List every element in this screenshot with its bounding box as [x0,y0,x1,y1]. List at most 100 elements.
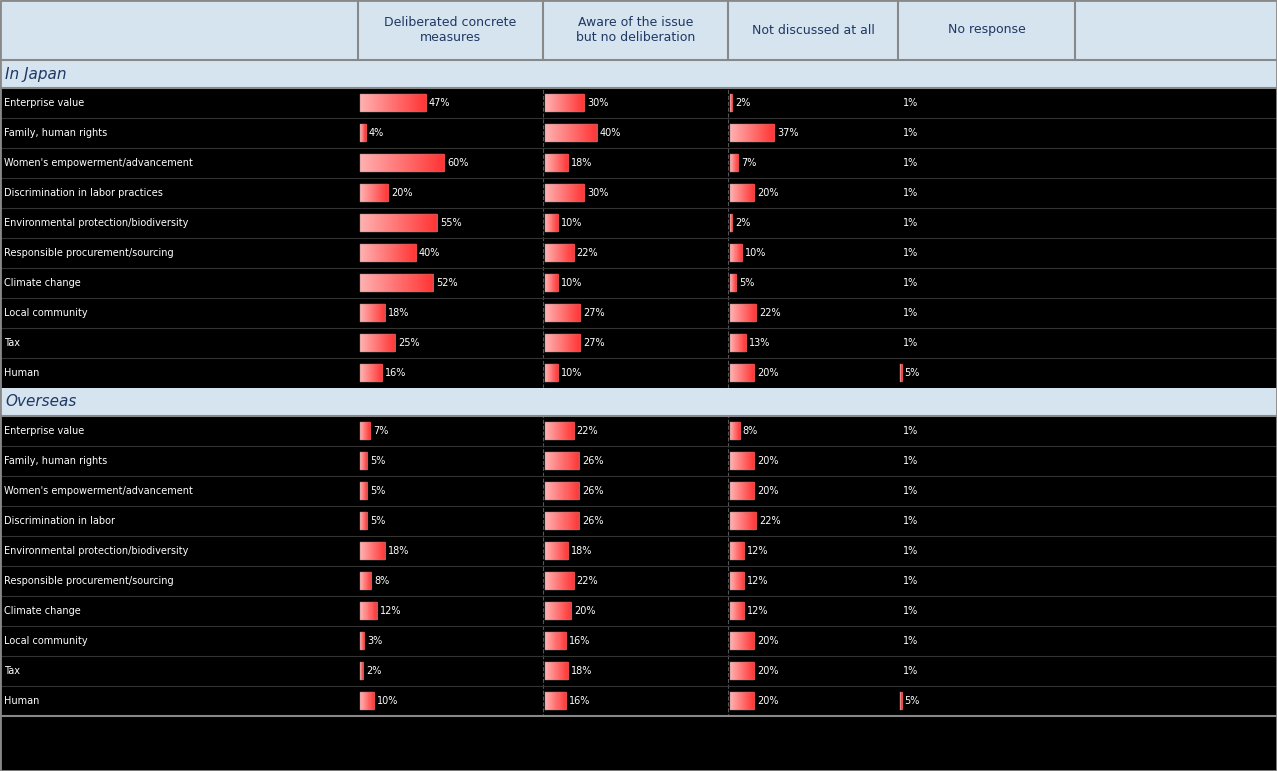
Bar [412,214,415,232]
Bar [548,692,550,709]
Bar [360,184,361,202]
Bar [365,423,366,439]
Bar [733,274,734,291]
Bar [730,214,733,232]
Bar [739,124,741,142]
Bar [566,305,568,322]
Bar [425,154,427,172]
Bar [550,692,552,709]
Bar [769,124,770,142]
Bar [360,662,363,680]
Bar [369,274,372,291]
Bar [559,94,561,112]
Bar [368,214,370,232]
Bar [550,94,553,112]
Text: 47%: 47% [429,98,451,108]
Bar [737,154,738,172]
Bar [730,305,756,322]
Bar [414,154,416,172]
Bar [741,602,742,620]
Bar [578,124,581,142]
Bar [360,274,361,291]
Bar [564,572,567,590]
Bar [563,512,566,530]
Bar [377,214,379,232]
Bar [734,512,736,530]
Bar [373,154,375,172]
Text: 22%: 22% [577,426,598,436]
Bar [737,453,739,470]
Bar [734,184,736,202]
Bar [418,214,419,232]
Bar [382,305,384,322]
Bar [381,184,383,202]
Bar [381,154,382,172]
Bar [547,572,548,590]
Bar [733,274,734,291]
Text: Deliberated concrete
measures: Deliberated concrete measures [384,16,517,44]
Bar [393,244,395,261]
Bar [730,274,732,291]
Bar [373,602,374,620]
Bar [733,274,734,291]
Bar [361,305,363,322]
Bar [360,305,386,322]
Bar [736,453,738,470]
Bar [557,483,559,500]
Bar [764,124,765,142]
Bar [733,274,734,291]
Bar [379,542,381,560]
Bar [377,184,379,202]
Bar [370,305,372,322]
Bar [571,305,573,322]
Bar [389,244,392,261]
Bar [559,483,562,500]
Bar [391,274,392,291]
Bar [733,154,734,172]
Bar [364,572,365,590]
Bar [363,602,364,620]
Text: Environmental protection/biodiversity: Environmental protection/biodiversity [4,218,189,228]
Bar [360,214,361,232]
Bar [545,154,568,172]
Bar [361,335,363,352]
Bar [555,692,558,709]
Bar [360,154,361,172]
Bar [384,244,387,261]
Bar [750,632,751,650]
Bar [736,154,737,172]
Bar [555,335,557,352]
Bar [557,305,559,322]
Bar [743,365,744,382]
Bar [360,542,386,560]
Bar [741,572,742,590]
Bar [365,453,366,470]
Bar [368,572,369,590]
Bar [741,335,742,352]
Bar [744,335,747,352]
Bar [374,274,377,291]
Bar [363,512,364,530]
Bar [558,184,561,202]
Bar [580,184,582,202]
Bar [730,572,744,590]
Bar [552,94,554,112]
Bar [558,483,561,500]
Bar [547,305,548,322]
Bar [410,154,412,172]
Bar [420,94,423,112]
Bar [575,184,577,202]
Bar [550,483,552,500]
Bar [364,124,365,142]
Bar [739,244,741,261]
Bar [548,274,549,291]
Bar [744,365,747,382]
Bar [561,335,563,352]
Bar [360,94,425,112]
Text: 16%: 16% [568,696,590,706]
Bar [562,423,563,439]
Bar [372,274,374,291]
Bar [743,124,744,142]
Bar [734,244,736,261]
Bar [375,154,377,172]
